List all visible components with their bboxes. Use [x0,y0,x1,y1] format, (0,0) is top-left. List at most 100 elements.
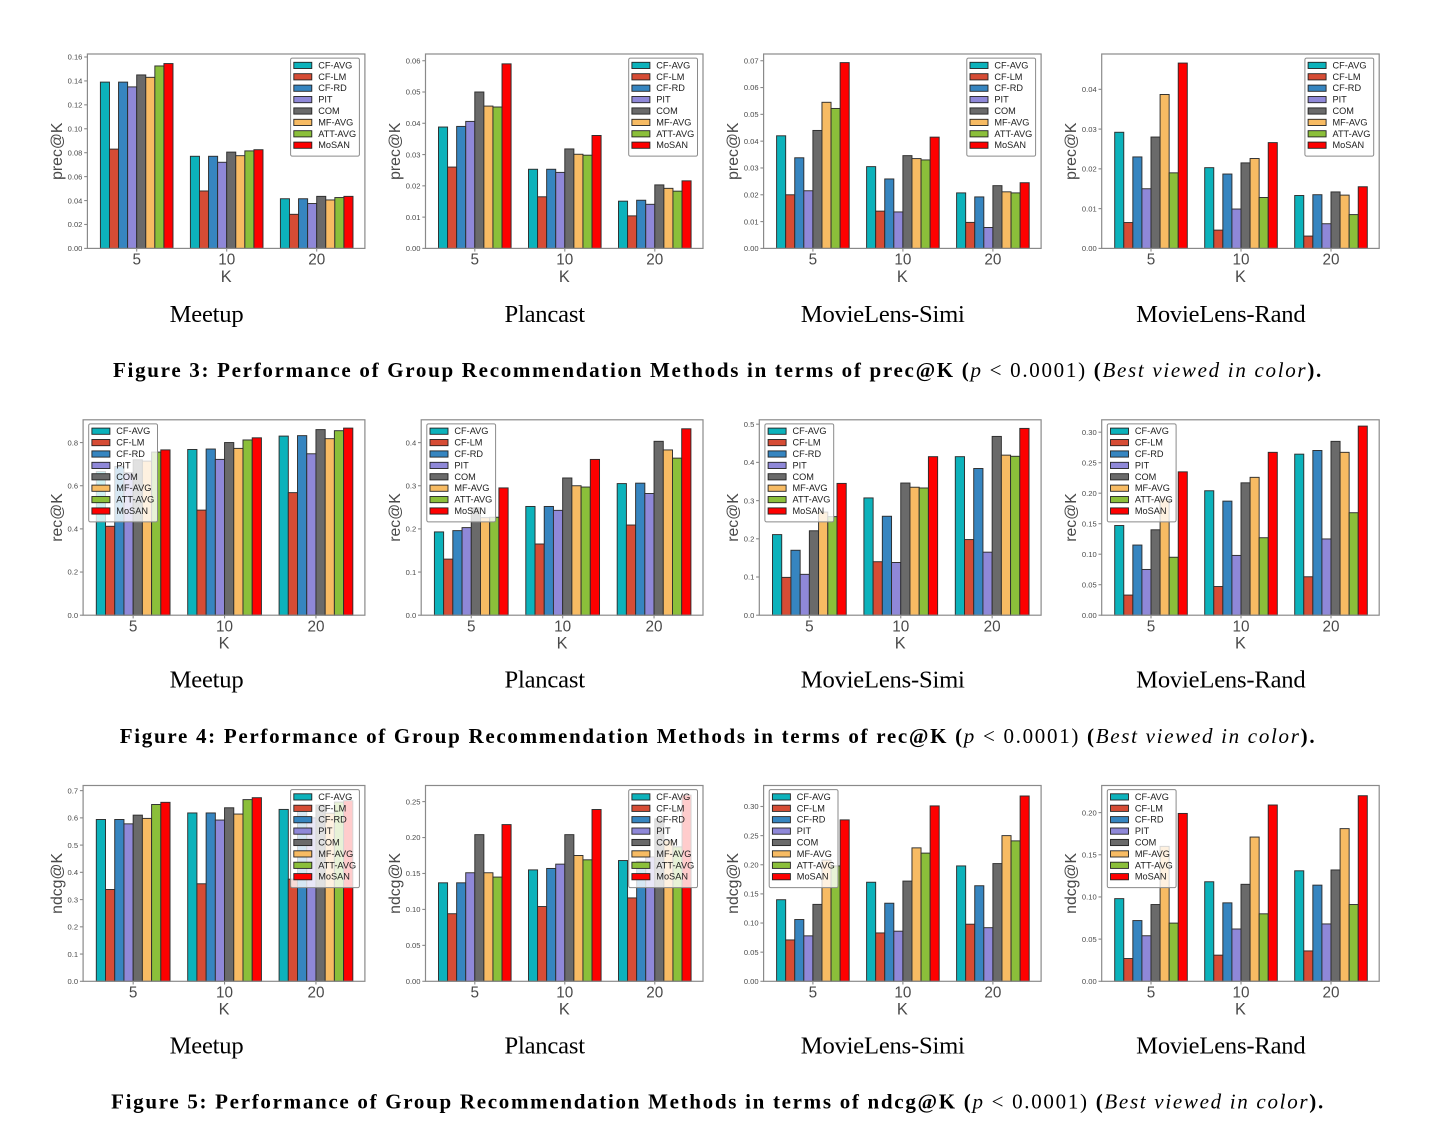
svg-text:10: 10 [894,984,911,1001]
svg-text:Figure 3: Performance of Group: Figure 3: Performance of Group Recommend… [113,358,1323,382]
svg-text:0.2: 0.2 [68,568,79,577]
svg-text:10: 10 [1232,252,1249,269]
svg-text:COM: COM [454,472,475,482]
svg-text:CF-AVG: CF-AVG [793,426,827,436]
svg-text:ATT-AVG: ATT-AVG [656,860,694,870]
svg-text:rec@K: rec@K [49,493,66,542]
svg-text:Meetup: Meetup [170,301,244,328]
svg-text:10: 10 [894,252,911,269]
svg-text:0.2: 0.2 [744,535,755,544]
svg-text:CF-AVG: CF-AVG [656,60,690,70]
svg-text:K: K [1235,1001,1246,1019]
svg-text:5: 5 [1147,252,1156,269]
svg-text:20: 20 [307,984,324,1001]
svg-text:rec@K: rec@K [387,493,404,542]
svg-text:0.1: 0.1 [68,950,79,959]
svg-text:0.25: 0.25 [744,831,759,840]
svg-text:0.4: 0.4 [744,458,755,467]
svg-text:0.0: 0.0 [68,611,79,620]
svg-text:PIT: PIT [994,95,1009,105]
svg-text:PIT: PIT [793,460,808,470]
svg-text:0.0: 0.0 [744,611,755,620]
svg-text:0.10: 0.10 [1082,893,1097,902]
svg-text:CF-AVG: CF-AVG [116,426,150,436]
svg-text:Plancast: Plancast [504,301,585,328]
svg-text:MF-AVG: MF-AVG [318,117,353,127]
svg-text:MoSAN: MoSAN [1135,506,1167,516]
svg-text:0.06: 0.06 [68,172,83,181]
svg-text:prec@K: prec@K [725,122,742,180]
svg-text:CF-AVG: CF-AVG [318,792,352,802]
svg-text:0.03: 0.03 [1082,125,1097,134]
svg-text:0.3: 0.3 [68,895,79,904]
svg-text:PIT: PIT [454,460,469,470]
svg-text:10: 10 [218,252,235,269]
svg-text:CF-LM: CF-LM [656,72,684,82]
svg-text:0.8: 0.8 [68,438,79,447]
svg-text:5: 5 [129,984,138,1001]
svg-text:K: K [219,1001,230,1019]
svg-text:COM: COM [656,838,677,848]
svg-text:CF-LM: CF-LM [994,72,1022,82]
svg-text:K: K [897,1001,908,1019]
svg-text:0.14: 0.14 [68,77,83,86]
svg-text:0.5: 0.5 [744,420,755,429]
svg-text:CF-RD: CF-RD [318,83,347,93]
svg-text:COM: COM [1135,838,1156,848]
svg-text:ATT-AVG: ATT-AVG [1135,495,1173,505]
svg-text:0.00: 0.00 [68,244,83,253]
svg-text:prec@K: prec@K [387,122,404,180]
svg-text:PIT: PIT [318,826,333,836]
svg-text:MoSAN: MoSAN [797,872,829,882]
svg-text:MovieLens-Rand: MovieLens-Rand [1136,301,1305,328]
svg-text:0.30: 0.30 [1082,428,1097,437]
svg-text:ATT-AVG: ATT-AVG [1135,860,1173,870]
svg-text:CF-AVG: CF-AVG [1135,792,1169,802]
svg-text:ndcg@K: ndcg@K [1063,853,1080,914]
svg-text:CF-AVG: CF-AVG [318,60,352,70]
svg-text:MF-AVG: MF-AVG [1135,483,1170,493]
svg-text:0.05: 0.05 [1082,935,1097,944]
svg-text:CF-RD: CF-RD [116,449,145,459]
svg-text:MoSAN: MoSAN [656,872,688,882]
svg-text:Meetup: Meetup [170,1032,244,1059]
svg-text:ATT-AVG: ATT-AVG [116,495,154,505]
svg-text:20: 20 [1322,618,1339,635]
svg-text:5: 5 [809,984,818,1001]
svg-text:MF-AVG: MF-AVG [454,483,489,493]
svg-text:ATT-AVG: ATT-AVG [793,495,831,505]
svg-text:ndcg@K: ndcg@K [387,853,404,914]
svg-text:0.05: 0.05 [406,941,421,950]
svg-text:CF-RD: CF-RD [793,449,822,459]
svg-text:20: 20 [646,252,663,269]
svg-text:CF-LM: CF-LM [797,803,825,813]
svg-text:0.2: 0.2 [406,525,417,534]
svg-text:0.15: 0.15 [744,890,759,899]
svg-text:MoSAN: MoSAN [1135,872,1167,882]
svg-text:20: 20 [1322,984,1339,1001]
svg-text:K: K [219,635,230,653]
svg-text:MF-AVG: MF-AVG [1135,849,1170,859]
svg-text:PIT: PIT [656,95,671,105]
svg-text:rec@K: rec@K [725,493,742,542]
svg-text:ATT-AVG: ATT-AVG [1333,129,1371,139]
svg-text:10: 10 [216,618,233,635]
svg-text:20: 20 [646,984,663,1001]
svg-text:0.05: 0.05 [406,88,421,97]
svg-text:20: 20 [308,252,325,269]
svg-text:0.25: 0.25 [406,797,421,806]
svg-text:0.02: 0.02 [744,190,759,199]
svg-text:0.20: 0.20 [406,833,421,842]
svg-text:0.1: 0.1 [744,573,755,582]
svg-text:CF-RD: CF-RD [656,83,685,93]
svg-text:0.16: 0.16 [68,53,83,62]
svg-text:0.30: 0.30 [744,802,759,811]
svg-text:0.3: 0.3 [406,481,417,490]
svg-text:MovieLens-Simi: MovieLens-Simi [801,667,965,694]
svg-text:20: 20 [1322,252,1339,269]
svg-text:PIT: PIT [656,826,671,836]
svg-text:MF-AVG: MF-AVG [797,849,832,859]
svg-text:0.01: 0.01 [1082,204,1097,213]
svg-text:MoSAN: MoSAN [454,506,486,516]
svg-text:K: K [559,1001,570,1019]
